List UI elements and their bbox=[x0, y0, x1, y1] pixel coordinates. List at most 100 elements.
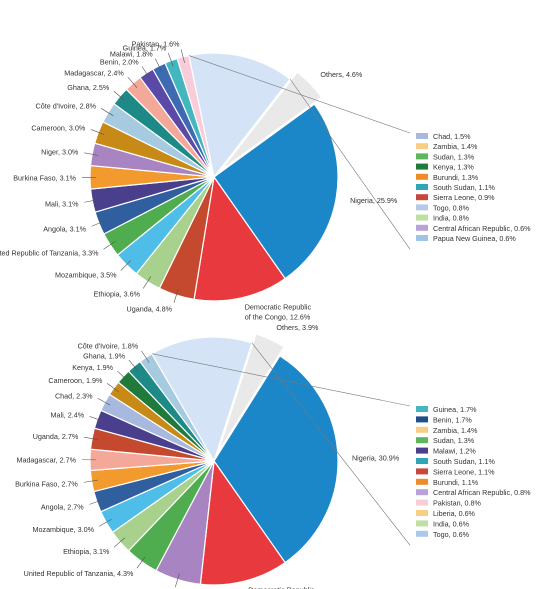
legend-swatch bbox=[416, 163, 428, 170]
label-leader-line bbox=[113, 90, 125, 101]
slice-label: Côte d'Ivoire, 1.8% bbox=[78, 342, 139, 351]
slice-label: Mali, 3.1% bbox=[45, 199, 79, 208]
slice-label: Guinea, 1.7% bbox=[123, 44, 167, 53]
label-leader-line bbox=[89, 499, 103, 505]
slice-label: Malawi, 1.8% bbox=[110, 49, 153, 58]
label-leader-line bbox=[101, 108, 114, 117]
legend-label: Central African Republic, 0.8% bbox=[433, 488, 531, 497]
label-leader-line bbox=[90, 129, 105, 135]
legend-label: Benin, 1.7% bbox=[433, 415, 472, 424]
slice-label: Mali, 2.4% bbox=[51, 410, 85, 419]
legend-connector-bottom bbox=[251, 342, 411, 546]
label-leader-line bbox=[107, 383, 119, 393]
legend-swatch bbox=[416, 235, 428, 241]
label-leader-line bbox=[89, 416, 104, 422]
slice-label: Uganda, 4.8% bbox=[127, 304, 173, 313]
legend-swatch bbox=[416, 530, 428, 537]
slice-label: Chad, 2.3% bbox=[55, 392, 93, 401]
label-leader-line bbox=[127, 76, 138, 89]
label-leader-line bbox=[97, 398, 111, 406]
label-leader-line bbox=[180, 49, 185, 64]
slice-label: Ghana, 1.9% bbox=[83, 351, 126, 360]
slice-label: Uganda, 2.7% bbox=[33, 432, 79, 441]
slice-others bbox=[220, 71, 323, 171]
slice-label: Kenya, 1.9% bbox=[72, 363, 113, 372]
legend-swatch bbox=[416, 478, 428, 485]
slice-label: Nigeria, 25.9% bbox=[350, 196, 398, 205]
slice-label: Nigeria, 30.9% bbox=[352, 453, 400, 462]
slice-democratic-republic-of-the-congo bbox=[193, 175, 286, 302]
legend-swatch bbox=[416, 153, 428, 160]
label-leader-line bbox=[113, 537, 125, 548]
slice-label: Ghana, 2.5% bbox=[67, 83, 110, 92]
label-leader-line bbox=[84, 152, 99, 156]
legend-swatch bbox=[416, 520, 428, 527]
label-leader-line bbox=[99, 518, 112, 527]
legend-label: Sudan, 1.3% bbox=[433, 436, 475, 445]
slice-nigeria bbox=[213, 355, 339, 564]
slice-label: Angola, 3.1% bbox=[43, 225, 86, 234]
legend-label: Burundi, 1.1% bbox=[433, 478, 479, 487]
slice-label: Pakistan, 1.6% bbox=[132, 39, 181, 48]
slice-label: Democratic Republic of the Congo, 12.6% bbox=[245, 303, 312, 322]
label-leader-line bbox=[84, 436, 99, 441]
legend-label: India, 0.6% bbox=[433, 519, 470, 528]
legend-swatch bbox=[416, 499, 428, 506]
pie-chart-1: Nigeria, 25.9% Democratic Republic of the … bbox=[0, 39, 531, 321]
slice-label: Côte d'Ivoire, 2.8% bbox=[36, 101, 97, 110]
slice-label: Mozambique, 3.0% bbox=[32, 525, 94, 534]
legend-swatch bbox=[416, 204, 428, 211]
legend-label: Sudan, 1.3% bbox=[433, 152, 475, 161]
legend-label: Pakistan, 0.8% bbox=[433, 499, 482, 508]
label-leader-line bbox=[91, 220, 105, 227]
label-leader-line bbox=[141, 350, 150, 363]
label-leader-line bbox=[168, 53, 174, 67]
slice-label: Madagascar, 2.4% bbox=[64, 69, 124, 78]
legend-label: Kenya, 1.3% bbox=[433, 163, 474, 172]
legend-label: Chad, 1.5% bbox=[433, 132, 471, 141]
slice-label: Ethiopia, 3.6% bbox=[94, 289, 141, 298]
legend-swatch bbox=[416, 224, 428, 231]
legend-swatch bbox=[416, 173, 428, 180]
legend: Chad, 1.5%Zambia, 1.4%Sudan, 1.3% Kenya, … bbox=[416, 132, 531, 243]
label-leader-line bbox=[128, 359, 139, 372]
legend-swatch bbox=[416, 184, 428, 190]
slice-label: Burkina Faso, 2.7% bbox=[15, 479, 78, 488]
legend-label: South Sudan, 1.1% bbox=[433, 457, 496, 466]
label-leader-line bbox=[120, 260, 132, 271]
legend-swatch bbox=[416, 143, 428, 150]
legend-connector-top bbox=[188, 55, 411, 134]
slice-label: Others, 4.6% bbox=[320, 70, 363, 79]
label-leader-line bbox=[117, 370, 128, 381]
slice-label: Cameroon, 1.9% bbox=[48, 376, 103, 385]
legend-swatch bbox=[416, 489, 428, 496]
others-detail-slice bbox=[151, 336, 253, 463]
legend-label: Sierra Leone, 0.9% bbox=[433, 193, 495, 202]
legend-label: Sierra Leone, 1.1% bbox=[433, 467, 495, 476]
legend-label: Zambia, 1.4% bbox=[433, 426, 478, 435]
slice-label: United Republic of Tanzania, 3.3% bbox=[0, 248, 99, 257]
legend-label: Liberia, 0.6% bbox=[433, 509, 476, 518]
label-leader-line bbox=[103, 241, 116, 250]
slice-label: Mozambique, 3.5% bbox=[55, 271, 117, 280]
slice-label: Niger, 3.0% bbox=[41, 148, 79, 157]
legend-swatch bbox=[416, 437, 428, 444]
legend: Guinea, 1.7%Benin, 1.7% Zambia, 1.4%Sudan… bbox=[416, 405, 531, 539]
legend-label: Burundi, 1.3% bbox=[433, 173, 479, 182]
label-leader-line bbox=[83, 479, 98, 483]
slice-label: United Republic of Tanzania, 4.3% bbox=[24, 569, 134, 578]
legend-swatch bbox=[416, 426, 428, 433]
legend-swatch bbox=[416, 194, 428, 201]
legend-swatch bbox=[416, 214, 428, 221]
slice-label: Angola, 2.7% bbox=[41, 502, 84, 511]
label-leader-line bbox=[142, 276, 152, 289]
legend-label: Central African Republic, 0.6% bbox=[433, 224, 531, 233]
label-leader-line bbox=[174, 573, 180, 588]
slice-democratic-republic-of-the-congo bbox=[199, 459, 286, 586]
legend-label: Papua New Guinea, 0.6% bbox=[433, 234, 516, 243]
legend-swatch bbox=[416, 447, 428, 454]
slice-label: Burkina Faso, 3.1% bbox=[13, 173, 76, 182]
